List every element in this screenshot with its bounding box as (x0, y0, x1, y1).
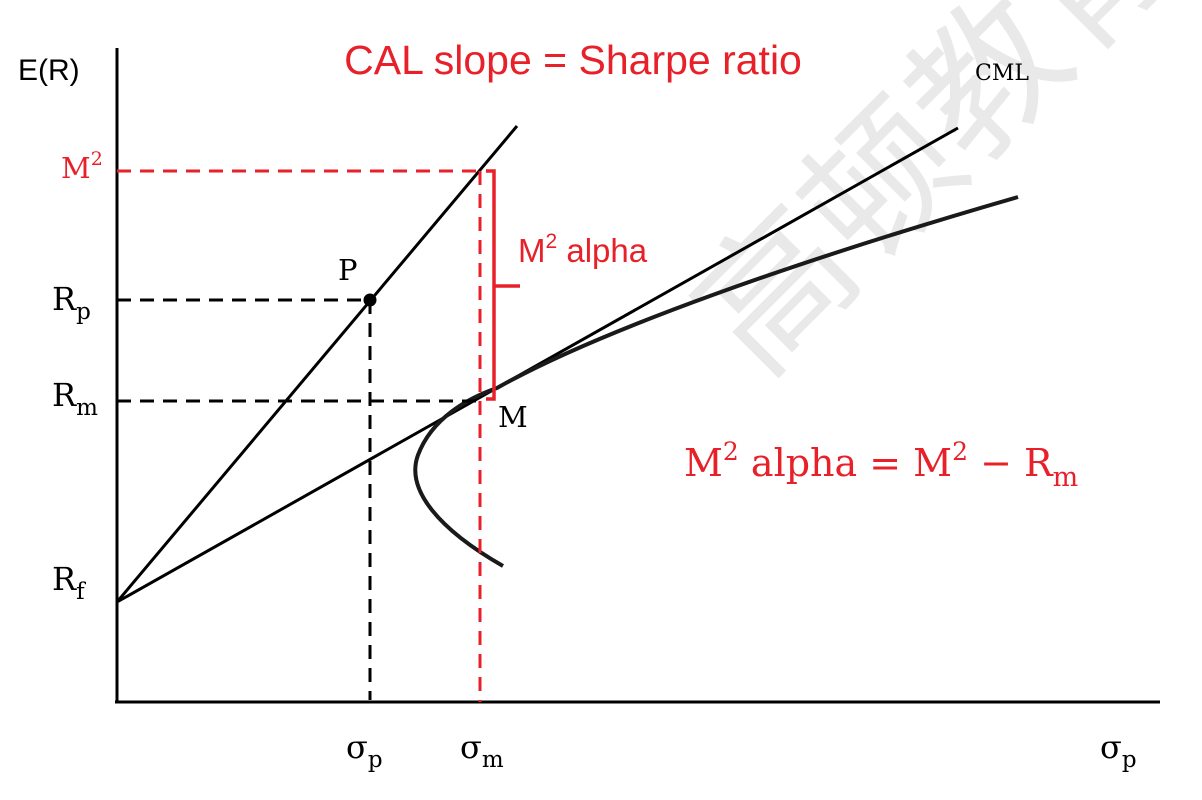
m2-alpha-label: M2 alpha (518, 230, 648, 269)
y-label-rm: Rm (52, 376, 98, 421)
m2-alpha-bracket (486, 169, 520, 401)
x-label-sigma-p: σp (346, 728, 383, 773)
m2-alpha-formula: M2 alpha = M2 − Rm (684, 437, 1078, 493)
cal-line (115, 125, 519, 603)
y-label-rf: Rf (52, 560, 86, 605)
point-label-m: M (498, 400, 528, 434)
point-label-p: P (338, 253, 358, 287)
efficient-frontier-curve (413, 195, 1019, 568)
y-label-m2: M2 (61, 148, 103, 185)
y-axis-label: E(R) (18, 54, 80, 87)
chart-title: CAL slope = Sharpe ratio (344, 37, 802, 83)
x-label-sigma-m: σm (460, 728, 504, 773)
cml-label: CML (975, 61, 1029, 86)
x-axis-label: σp (1100, 728, 1137, 773)
portfolio-p-dot (363, 293, 377, 307)
y-label-rp: Rp (52, 280, 91, 325)
